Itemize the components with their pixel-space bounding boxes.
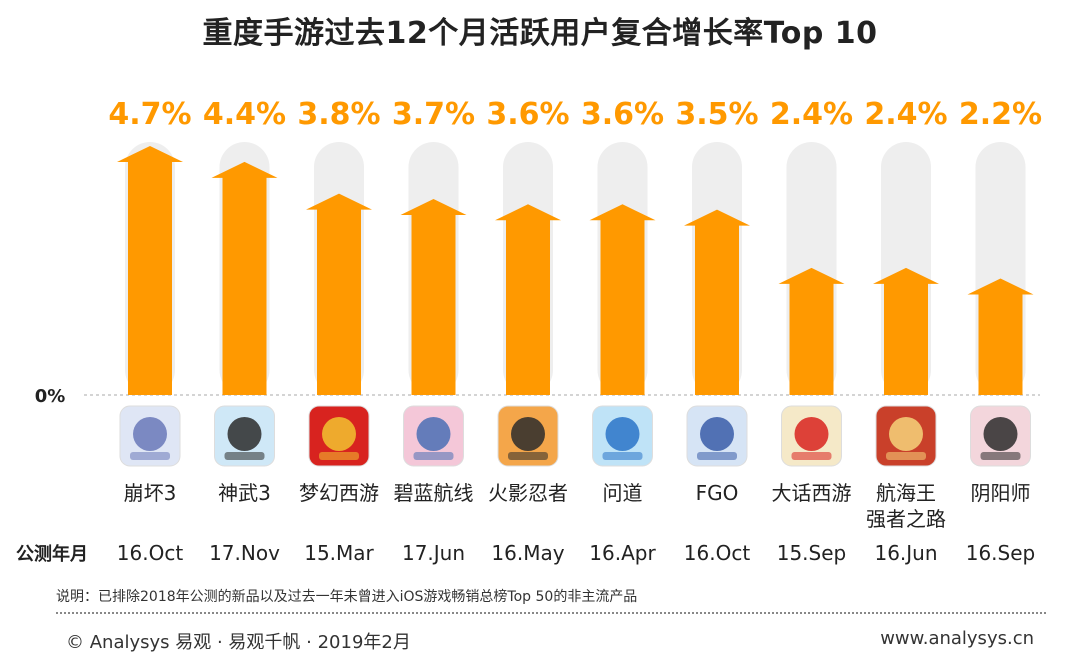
launch-date-3: 17.Jun <box>402 541 465 565</box>
launch-date-4: 16.May <box>491 541 564 565</box>
category-label-0: 崩坏3 <box>124 481 177 505</box>
footnote: 说明：已排除2018年公测的新品以及过去一年未曾进入iOS游戏畅销总榜Top 5… <box>56 589 638 605</box>
category-label-4: 火影忍者 <box>488 481 568 505</box>
honkai3-icon <box>119 405 181 467</box>
onmyoji-icon <box>970 405 1031 467</box>
value-label-9: 2.2% <box>959 97 1042 132</box>
category-label-1: 神武3 <box>218 481 271 505</box>
fgo-icon <box>686 405 748 467</box>
bar-8 <box>873 267 939 395</box>
value-label-0: 4.7% <box>108 97 191 132</box>
naruto-icon <box>497 405 559 467</box>
copyright-text: © Analysys 易观 · 易观千帆 · 2019年2月 <box>66 632 411 653</box>
category-label-6: FGO <box>696 481 739 505</box>
launch-date-2: 15.Mar <box>304 541 374 565</box>
value-label-1: 4.4% <box>203 97 286 132</box>
value-label-6: 3.5% <box>675 97 758 132</box>
bar-0 <box>117 146 183 395</box>
dahua-xiyou-icon <box>781 405 842 467</box>
one-piece-icon <box>875 405 937 467</box>
launch-date-6: 16.Oct <box>684 541 751 565</box>
category-label-8: 航海王强者之路 <box>866 481 946 531</box>
category-label-9: 阴阳师 <box>971 481 1031 505</box>
value-label-3: 3.7% <box>392 97 475 132</box>
bar-6 <box>684 209 750 395</box>
category-label-7: 大话西游 <box>772 481 852 505</box>
bar-3 <box>400 198 467 395</box>
menghuan-xiyou-icon <box>308 405 370 467</box>
launch-row-label: 公测年月 <box>16 543 88 565</box>
footer-divider <box>56 612 1046 614</box>
bar-4 <box>495 204 561 395</box>
value-label-5: 3.6% <box>581 97 664 132</box>
value-label-2: 3.8% <box>297 97 380 132</box>
y-zero-label: 0% <box>35 386 66 407</box>
value-label-7: 2.4% <box>770 97 853 132</box>
bar-9 <box>967 278 1034 395</box>
bar-1 <box>211 161 278 395</box>
category-label-5: 问道 <box>603 481 643 505</box>
azur-lane-icon <box>403 405 464 467</box>
bar-7 <box>778 267 845 395</box>
bar-5 <box>589 204 656 395</box>
launch-date-8: 16.Jun <box>874 541 937 565</box>
category-label-3: 碧蓝航线 <box>394 481 474 505</box>
value-label-4: 3.6% <box>486 97 569 132</box>
launch-date-1: 17.Nov <box>209 541 280 565</box>
chart-title: 重度手游过去12个月活跃用户复合增长率Top 10 <box>202 16 878 51</box>
category-label-2: 梦幻西游 <box>299 481 379 505</box>
bar-2 <box>306 193 372 395</box>
bar-chart: 0% 4.7% 崩坏3 16.Oct 4.4% 神武3 17.Nov 3.8% 梦幻西游 15.M… <box>16 97 1042 565</box>
value-label-8: 2.4% <box>864 97 947 132</box>
website-link[interactable]: www.analysys.cn <box>880 628 1034 649</box>
wendao-icon <box>592 405 653 467</box>
launch-date-9: 16.Sep <box>966 541 1036 565</box>
shenwu3-icon <box>214 405 275 467</box>
launch-date-0: 16.Oct <box>117 541 184 565</box>
launch-date-5: 16.Apr <box>589 541 656 565</box>
launch-date-7: 15.Sep <box>777 541 847 565</box>
